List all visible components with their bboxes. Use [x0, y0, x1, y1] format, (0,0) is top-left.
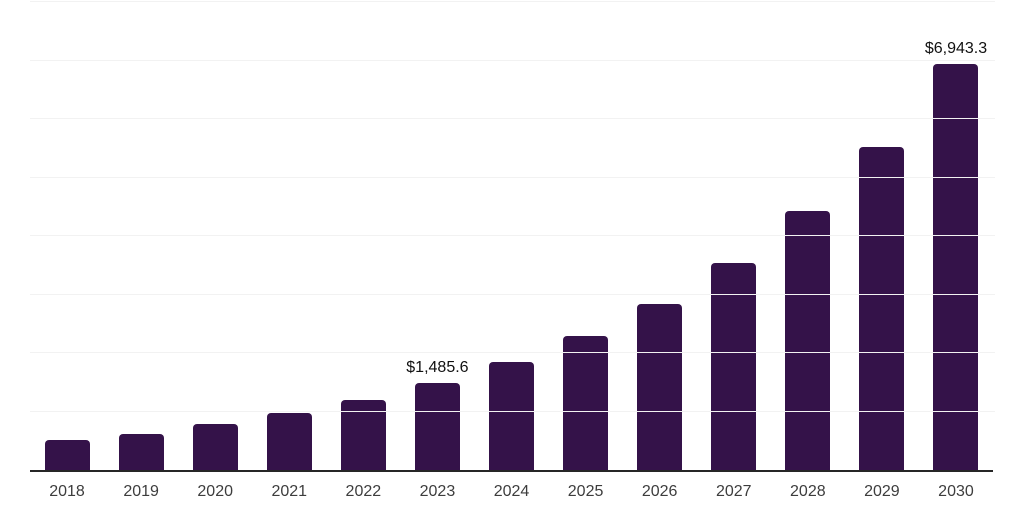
bar-2030: [933, 63, 979, 470]
data-label-2023: $1,485.6: [406, 359, 469, 377]
x-axis-label-2022: 2022: [345, 483, 382, 500]
x-axis-label-2025: 2025: [567, 483, 604, 500]
bar-slot-2022: [326, 2, 400, 470]
bar-2026: [637, 303, 683, 470]
gridline-8000: [30, 1, 995, 2]
bar-slot-2030: $6,943.3: [919, 2, 993, 470]
gridline-2000: [30, 352, 995, 353]
gridline-4000: [30, 235, 995, 236]
bar-slot-2027: [697, 2, 771, 470]
bar-2022: [340, 400, 386, 470]
gridline-5000: [30, 176, 995, 178]
bar-slot-2023: $1,485.6: [400, 2, 474, 470]
x-axis-label-2024: 2024: [493, 483, 530, 500]
x-axis-label-2030: 2030: [938, 483, 974, 500]
gridline-6000: [30, 118, 995, 119]
bar-2027: [711, 262, 757, 470]
bar-2025: [563, 335, 609, 470]
bar-slot-2024: [474, 2, 548, 470]
bar-2020: [192, 424, 238, 470]
bar-2019: [118, 434, 164, 470]
bar-slot-2019: [104, 2, 178, 470]
plot-area: $1,485.6 $6,943.3: [30, 1, 995, 472]
x-axis-label-2026: 2026: [641, 483, 678, 500]
bar-slot-2021: [252, 2, 326, 470]
bar-slot-2018: [30, 2, 104, 470]
bar-2029: [859, 146, 905, 470]
x-axis-label-2023: 2023: [419, 483, 456, 500]
x-axis-label-2018: 2018: [49, 483, 85, 500]
bar-2023: [414, 383, 460, 470]
gridline-1000: [30, 410, 995, 412]
bar-slot-2026: [623, 2, 697, 470]
x-axis-label-2019: 2019: [123, 483, 159, 500]
x-axis-label-2029: 2029: [864, 483, 900, 500]
bar-2028: [785, 210, 831, 470]
bar-slot-2028: [771, 2, 845, 470]
x-axis-label-2021: 2021: [271, 483, 308, 500]
bars-container: $1,485.6 $6,943.3: [30, 2, 993, 470]
x-axis-labels: 2018 2019 2020 2021 2022 2023 2024 2025 2026 2027…: [30, 482, 993, 501]
data-label-2030: $6,943.3: [924, 39, 988, 57]
x-axis-label-2027: 2027: [715, 483, 752, 500]
bar-2021: [266, 412, 312, 470]
bar-slot-2029: [845, 2, 919, 470]
bar-slot-2025: [549, 2, 623, 470]
bar-slot-2020: [178, 2, 252, 470]
gridline-7000: [30, 59, 995, 61]
bar-2018: [44, 440, 90, 470]
x-axis-label-2020: 2020: [197, 483, 233, 500]
x-axis-label-2028: 2028: [790, 483, 826, 500]
gridline-3000: [30, 293, 995, 295]
bar-2024: [489, 361, 534, 470]
